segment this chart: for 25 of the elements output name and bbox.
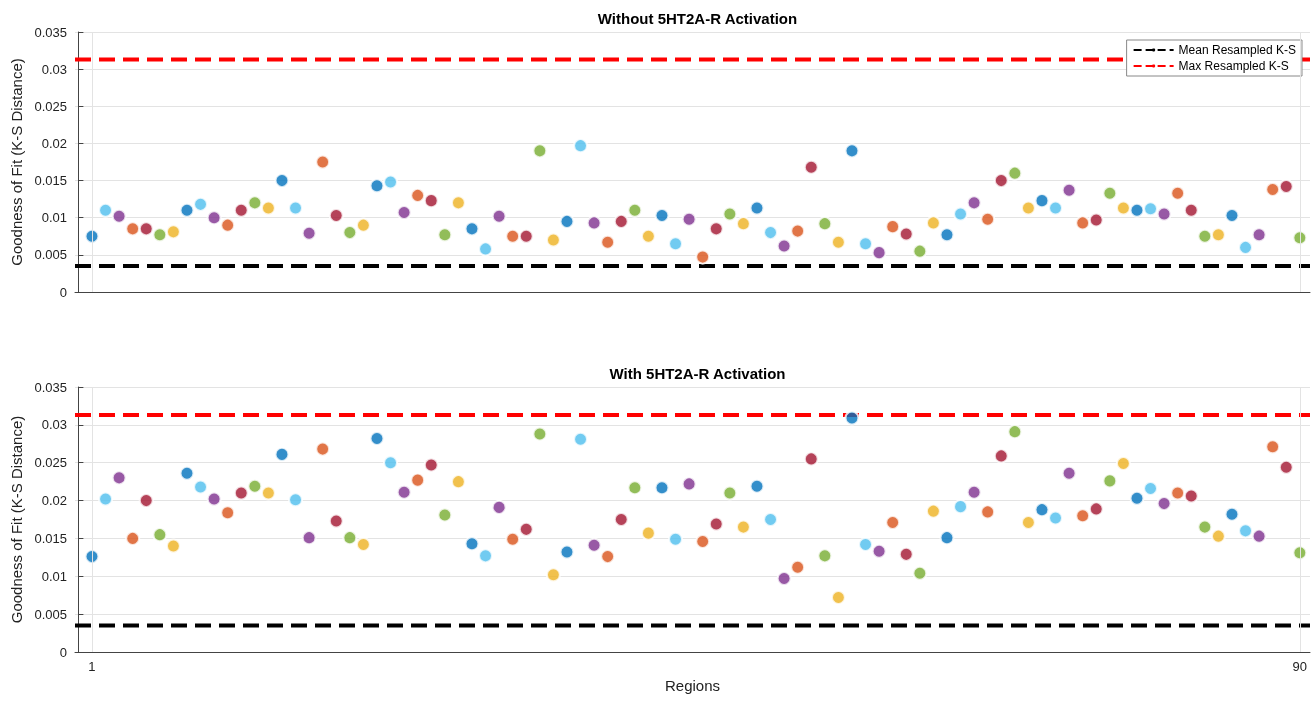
legend-label: Mean Resampled K-S: [1178, 43, 1296, 57]
y-tick-label: 0: [59, 644, 67, 660]
y-tick-label: 0.005: [34, 606, 67, 622]
chart-title: Without 5HT2A-R Activation: [597, 10, 798, 27]
y-tick-label: 0.03: [41, 417, 67, 433]
y-tick-label: 0.02: [41, 135, 67, 151]
y-tick-label: 0.025: [34, 455, 67, 471]
y-tick-label: 0.03: [41, 61, 67, 77]
y-tick-label: 0.035: [34, 24, 67, 40]
x-tick-label: 90: [1292, 659, 1308, 674]
y-tick-label: 0.01: [41, 568, 67, 584]
x-axis-title: Regions: [664, 676, 721, 694]
y-tick-label: 0.02: [41, 493, 67, 509]
y-tick-label: 0.01: [41, 210, 67, 226]
y-tick-label: 0.025: [34, 98, 67, 114]
chart-title: With 5HT2A-R Activation: [609, 365, 786, 382]
y-tick-label: 0: [59, 284, 67, 300]
y-axis-title: Goodness of Fit (K-S Distance): [7, 58, 25, 266]
y-tick-label: 0.015: [34, 530, 67, 546]
y-tick-label: 0.035: [34, 379, 67, 395]
y-axis-title: Goodness of Fit (K-S Distance): [7, 415, 25, 624]
y-tick-label: 0.015: [34, 173, 67, 189]
x-tick-label: 1: [88, 659, 96, 674]
ref-line-label: Max Resampled K-S: [1178, 59, 1289, 73]
y-tick-label: 0.005: [34, 247, 67, 263]
